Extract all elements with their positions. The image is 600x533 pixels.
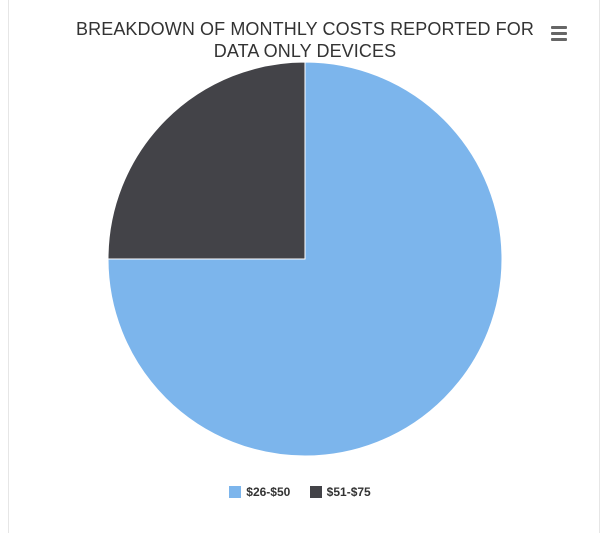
pie-slice-1[interactable]	[107, 61, 306, 260]
menu-icon-bar	[551, 32, 567, 35]
legend-label-0: $26-$50	[246, 484, 291, 499]
menu-icon-bar	[551, 38, 567, 41]
legend-swatch-0	[229, 485, 242, 498]
chart-menu-button[interactable]	[548, 22, 572, 44]
menu-icon-bar	[551, 26, 567, 29]
legend-label-1: $51-$75	[326, 484, 371, 499]
legend-item-0[interactable]: $26-$50	[229, 485, 290, 499]
pie-slice-0[interactable]	[107, 61, 503, 457]
chart-title: BREAKDOWN OF MONTHLY COSTS REPORTED FOR …	[76, 19, 534, 61]
legend-swatch-1	[309, 485, 322, 498]
legend-item-1[interactable]: $51-$75	[309, 484, 371, 499]
chart-legend: $26-$50 $51-$75	[0, 484, 600, 499]
pie-slices	[107, 61, 503, 457]
